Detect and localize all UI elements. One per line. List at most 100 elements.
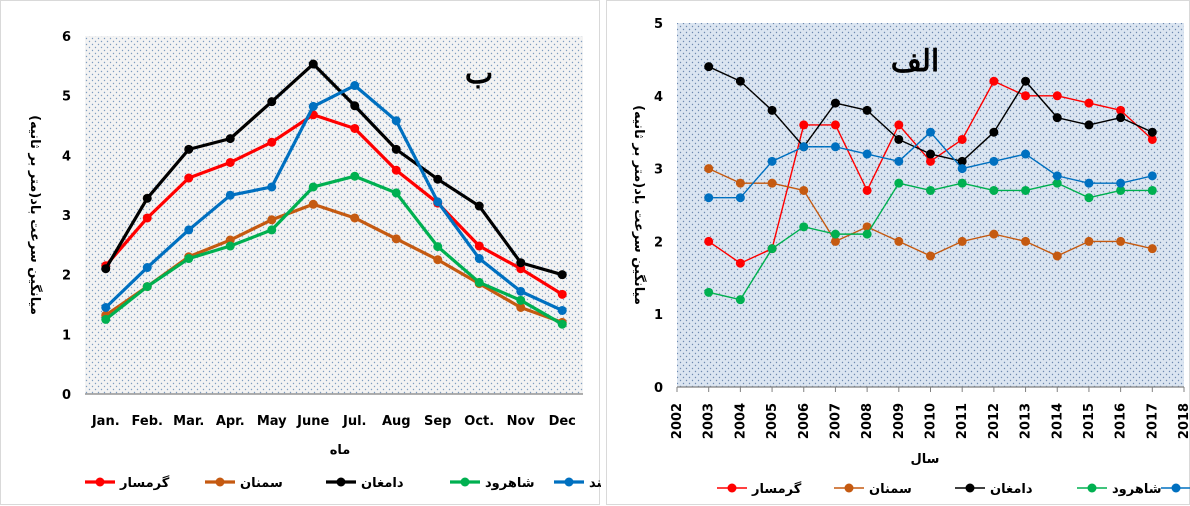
series-0-point-8 — [957, 134, 967, 144]
series-0-point-4 — [267, 137, 277, 147]
series-2-point-4 — [830, 98, 840, 108]
yearly-wind-svg: 0 1 2 3 4 5 2002 2003 2004 2005 2006 2007 2008 2009 20… — [631, 17, 1190, 497]
x-tick-label-2015: 2015 — [1082, 403, 1097, 439]
x-tick-label-2017: 2017 — [1145, 403, 1160, 439]
x-tick-label-7: Aug — [382, 414, 411, 429]
series-0-point-1 — [142, 213, 152, 223]
series-2-point-13 — [1116, 113, 1126, 123]
legend-label-3: شاهرود — [485, 476, 535, 491]
series-1-point-4 — [267, 215, 277, 225]
series-3-point-2 — [767, 244, 777, 254]
series-0-point-10 — [1021, 91, 1031, 101]
series-0-point-2 — [184, 173, 194, 183]
series-4-point-5 — [308, 101, 318, 111]
series-0-point-11 — [1052, 91, 1062, 101]
series-2-point-6 — [350, 101, 360, 111]
series-3-point-14 — [1147, 185, 1157, 195]
series-1-point-6 — [894, 236, 904, 246]
series-1-point-3 — [799, 185, 809, 195]
series-4-point-1 — [735, 193, 745, 203]
legend-label-0: گرمسار — [119, 475, 170, 491]
series-2-point-7 — [926, 149, 935, 159]
series-4-point-4 — [830, 142, 840, 152]
x-axis-title: ماه — [330, 443, 351, 458]
series-2-point-12 — [1084, 120, 1094, 130]
series-1-point-7 — [926, 251, 935, 261]
y-tick-label-4: 4 — [654, 90, 663, 105]
series-4-point-14 — [1147, 171, 1157, 181]
series-2-point-1 — [142, 193, 152, 203]
x-tick-label-5: June — [296, 414, 329, 429]
series-4-point-0 — [101, 302, 111, 312]
series-0-point-7 — [391, 165, 401, 175]
legend-marker-3 — [460, 477, 470, 487]
series-0-point-1 — [735, 258, 745, 268]
series-0-point-4 — [830, 120, 840, 130]
legend-marker-1 — [215, 477, 225, 487]
x-tick-label-2008: 2008 — [860, 403, 875, 439]
legend-label-3: شاهرود — [1112, 482, 1162, 497]
y-tick-label-2: 2 — [62, 269, 71, 284]
series-0-point-13 — [1116, 105, 1126, 115]
series-2-point-3 — [225, 134, 235, 144]
x-tick-label-2004: 2004 — [733, 403, 748, 439]
series-3-point-7 — [391, 188, 401, 198]
series-2-point-9 — [989, 127, 999, 137]
series-3-point-9 — [474, 277, 484, 287]
series-4-point-8 — [957, 164, 967, 174]
series-4-point-9 — [989, 156, 999, 166]
series-2-point-14 — [1147, 127, 1157, 137]
y-tick-label-5: 5 — [62, 90, 71, 105]
series-1-point-4 — [830, 236, 840, 246]
series-1-point-1 — [735, 178, 745, 188]
x-tick-label-2011: 2011 — [955, 403, 970, 439]
series-2-point-10 — [516, 258, 526, 268]
panel-label: ب — [465, 56, 493, 91]
series-4-point-7 — [926, 127, 935, 137]
series-4-point-2 — [184, 225, 194, 235]
series-2-point-8 — [957, 156, 967, 166]
series-3-point-1 — [735, 295, 745, 305]
panel-label: الف — [891, 44, 940, 79]
series-3-point-4 — [830, 229, 840, 239]
legend-label-4: بیارجمند — [589, 476, 601, 491]
series-1-point-5 — [862, 222, 872, 232]
series-2-point-2 — [767, 105, 777, 115]
x-tick-label-2: Mar. — [173, 414, 204, 429]
series-1-point-10 — [516, 302, 526, 312]
series-4-point-11 — [557, 305, 567, 315]
series-4-point-8 — [433, 197, 443, 207]
series-1-point-10 — [1021, 236, 1031, 246]
series-3-point-3 — [225, 241, 235, 251]
legend-marker-4 — [564, 477, 574, 487]
series-line-2 — [104, 62, 563, 277]
y-tick-label-2: 2 — [654, 235, 663, 250]
y-tick-label-0: 0 — [62, 388, 71, 403]
legend-marker-3 — [1087, 483, 1097, 493]
series-0-point-7 — [926, 156, 935, 166]
series-1-point-0 — [704, 164, 714, 174]
x-tick-label-0: Jan. — [91, 414, 120, 429]
x-tick-label-2013: 2013 — [1019, 403, 1034, 439]
x-tick-label-2006: 2006 — [797, 403, 812, 439]
series-4-point-9 — [474, 254, 484, 264]
plot-area — [85, 36, 583, 394]
legend-label-0: گرمسار — [751, 481, 802, 497]
series-2-point-5 — [862, 105, 872, 115]
series-0-point-3 — [225, 157, 235, 167]
series-3-point-10 — [1021, 185, 1031, 195]
series-1-point-14 — [1147, 244, 1157, 254]
series-4-point-11 — [1052, 171, 1062, 181]
series-3-point-6 — [894, 178, 904, 188]
legend-marker-1 — [844, 483, 854, 493]
x-tick-label-10: Nov — [507, 414, 536, 429]
x-tick-label-8: Sep — [424, 414, 452, 429]
series-0-point-11 — [557, 289, 567, 299]
legend-label-2: دامغان — [990, 482, 1033, 497]
series-1-point-12 — [1084, 236, 1094, 246]
x-tick-label-9: Oct. — [464, 414, 494, 429]
series-2-point-10 — [1021, 76, 1031, 86]
series-1-point-13 — [1116, 236, 1126, 246]
series-0-point-0 — [704, 236, 714, 246]
